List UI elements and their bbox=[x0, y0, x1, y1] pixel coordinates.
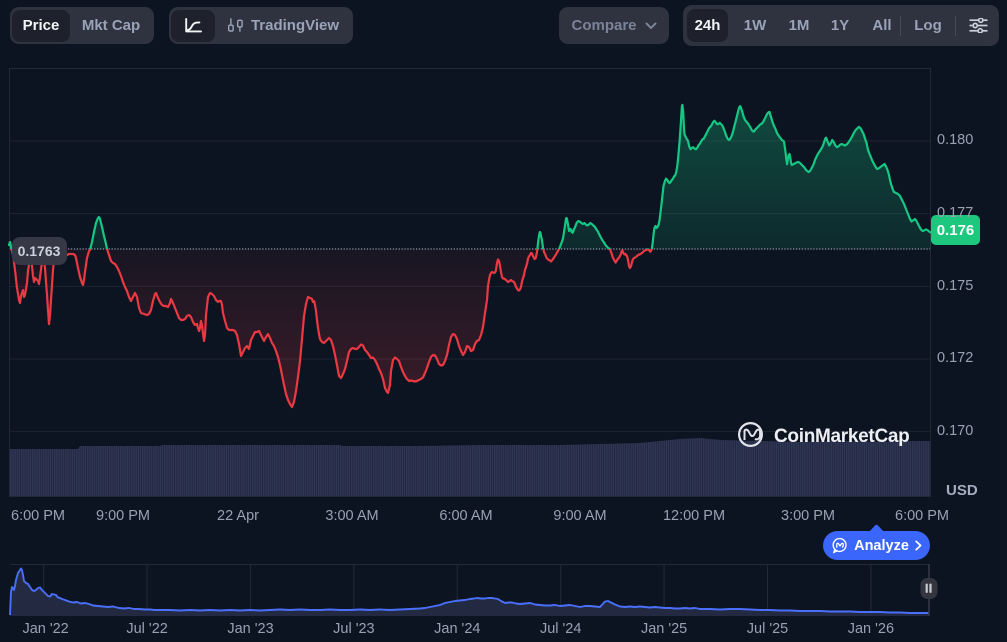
svg-text:CoinMarketCap: CoinMarketCap bbox=[774, 426, 909, 447]
